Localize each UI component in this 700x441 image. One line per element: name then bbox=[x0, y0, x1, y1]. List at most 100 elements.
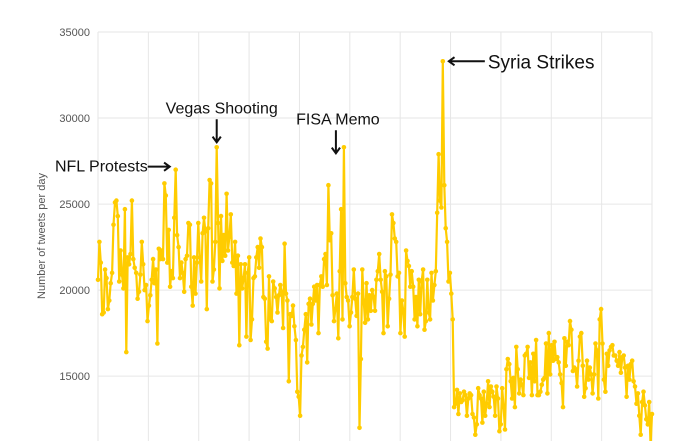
data-point bbox=[184, 253, 190, 258]
data-point bbox=[641, 389, 646, 395]
data-point bbox=[614, 358, 619, 364]
annotation-fisa-arrow bbox=[330, 130, 341, 155]
data-point bbox=[173, 167, 178, 172]
data-point bbox=[143, 282, 149, 288]
data-point bbox=[502, 427, 508, 432]
data-point bbox=[402, 334, 408, 339]
data-point bbox=[450, 317, 456, 322]
data-point bbox=[577, 334, 583, 339]
data-point bbox=[473, 432, 478, 438]
data-point bbox=[194, 260, 200, 265]
data-point bbox=[101, 310, 106, 315]
data-point bbox=[639, 399, 645, 405]
data-point bbox=[179, 260, 184, 265]
data-point bbox=[114, 198, 119, 203]
data-point bbox=[425, 277, 430, 283]
data-point bbox=[429, 270, 434, 276]
data-point bbox=[163, 193, 169, 198]
data-point bbox=[505, 356, 511, 362]
data-point bbox=[95, 277, 101, 283]
data-point bbox=[150, 256, 156, 262]
data-point bbox=[328, 231, 334, 236]
data-point bbox=[457, 391, 463, 396]
data-point bbox=[111, 222, 116, 227]
data-point bbox=[241, 275, 246, 281]
data-point bbox=[406, 263, 412, 269]
data-point bbox=[167, 284, 173, 290]
data-point bbox=[447, 270, 453, 276]
data-point bbox=[422, 327, 427, 333]
data-point bbox=[220, 258, 225, 264]
data-point bbox=[289, 313, 294, 319]
data-point bbox=[358, 356, 364, 362]
y-tick-label: 15000 bbox=[59, 371, 90, 383]
data-point bbox=[102, 267, 108, 272]
data-point bbox=[259, 244, 265, 250]
data-point bbox=[460, 398, 465, 403]
data-point bbox=[365, 317, 371, 322]
data-point bbox=[203, 229, 208, 234]
data-point bbox=[270, 279, 276, 284]
data-point bbox=[121, 286, 126, 291]
data-point bbox=[470, 411, 475, 417]
data-point bbox=[263, 339, 269, 345]
data-point bbox=[165, 260, 170, 265]
y-axis-title: Number of tweets per day bbox=[36, 173, 48, 299]
data-point bbox=[436, 151, 441, 157]
data-point bbox=[347, 324, 352, 329]
data-point bbox=[159, 248, 164, 253]
data-point bbox=[494, 384, 499, 389]
data-point bbox=[327, 237, 333, 243]
data-point bbox=[319, 274, 324, 279]
data-point bbox=[340, 317, 345, 322]
gridlines bbox=[97, 31, 653, 441]
data-point bbox=[440, 59, 446, 64]
y-tick-label: 35000 bbox=[59, 27, 90, 39]
annotation-vegas-arrow bbox=[211, 119, 222, 144]
data-point bbox=[104, 275, 109, 281]
data-point bbox=[197, 255, 203, 260]
data-point bbox=[196, 220, 201, 226]
data-point bbox=[649, 411, 655, 417]
data-point bbox=[515, 367, 520, 372]
data-point bbox=[321, 256, 327, 262]
data-point bbox=[162, 181, 167, 186]
data-points bbox=[95, 59, 655, 438]
data-point bbox=[354, 313, 359, 319]
data-point bbox=[204, 306, 210, 312]
data-point bbox=[539, 382, 545, 388]
data-point bbox=[344, 294, 350, 300]
data-point bbox=[518, 377, 523, 382]
data-point bbox=[549, 342, 554, 348]
data-point bbox=[597, 317, 602, 322]
data-point bbox=[412, 317, 417, 322]
data-point bbox=[598, 306, 604, 312]
data-point bbox=[519, 382, 525, 388]
data-point bbox=[600, 341, 605, 346]
data-point bbox=[125, 255, 130, 260]
data-point bbox=[293, 337, 299, 343]
data-point bbox=[398, 330, 403, 336]
data-point bbox=[601, 377, 607, 382]
data-point bbox=[471, 415, 477, 420]
data-point bbox=[309, 322, 314, 327]
data-point bbox=[177, 275, 183, 281]
data-point bbox=[357, 425, 362, 431]
data-point bbox=[543, 341, 549, 346]
data-point bbox=[562, 336, 567, 341]
data-point bbox=[166, 227, 171, 233]
data-point bbox=[617, 349, 622, 355]
data-point bbox=[375, 268, 381, 274]
data-point bbox=[238, 262, 243, 267]
data-point bbox=[584, 358, 590, 364]
data-point bbox=[215, 220, 221, 226]
data-point bbox=[266, 274, 272, 279]
data-point bbox=[532, 379, 537, 384]
data-point bbox=[644, 416, 649, 422]
data-point bbox=[146, 303, 152, 308]
data-point bbox=[139, 239, 145, 245]
data-point bbox=[547, 372, 553, 377]
data-point bbox=[399, 298, 405, 303]
data-point bbox=[581, 394, 587, 400]
data-point bbox=[227, 234, 232, 240]
